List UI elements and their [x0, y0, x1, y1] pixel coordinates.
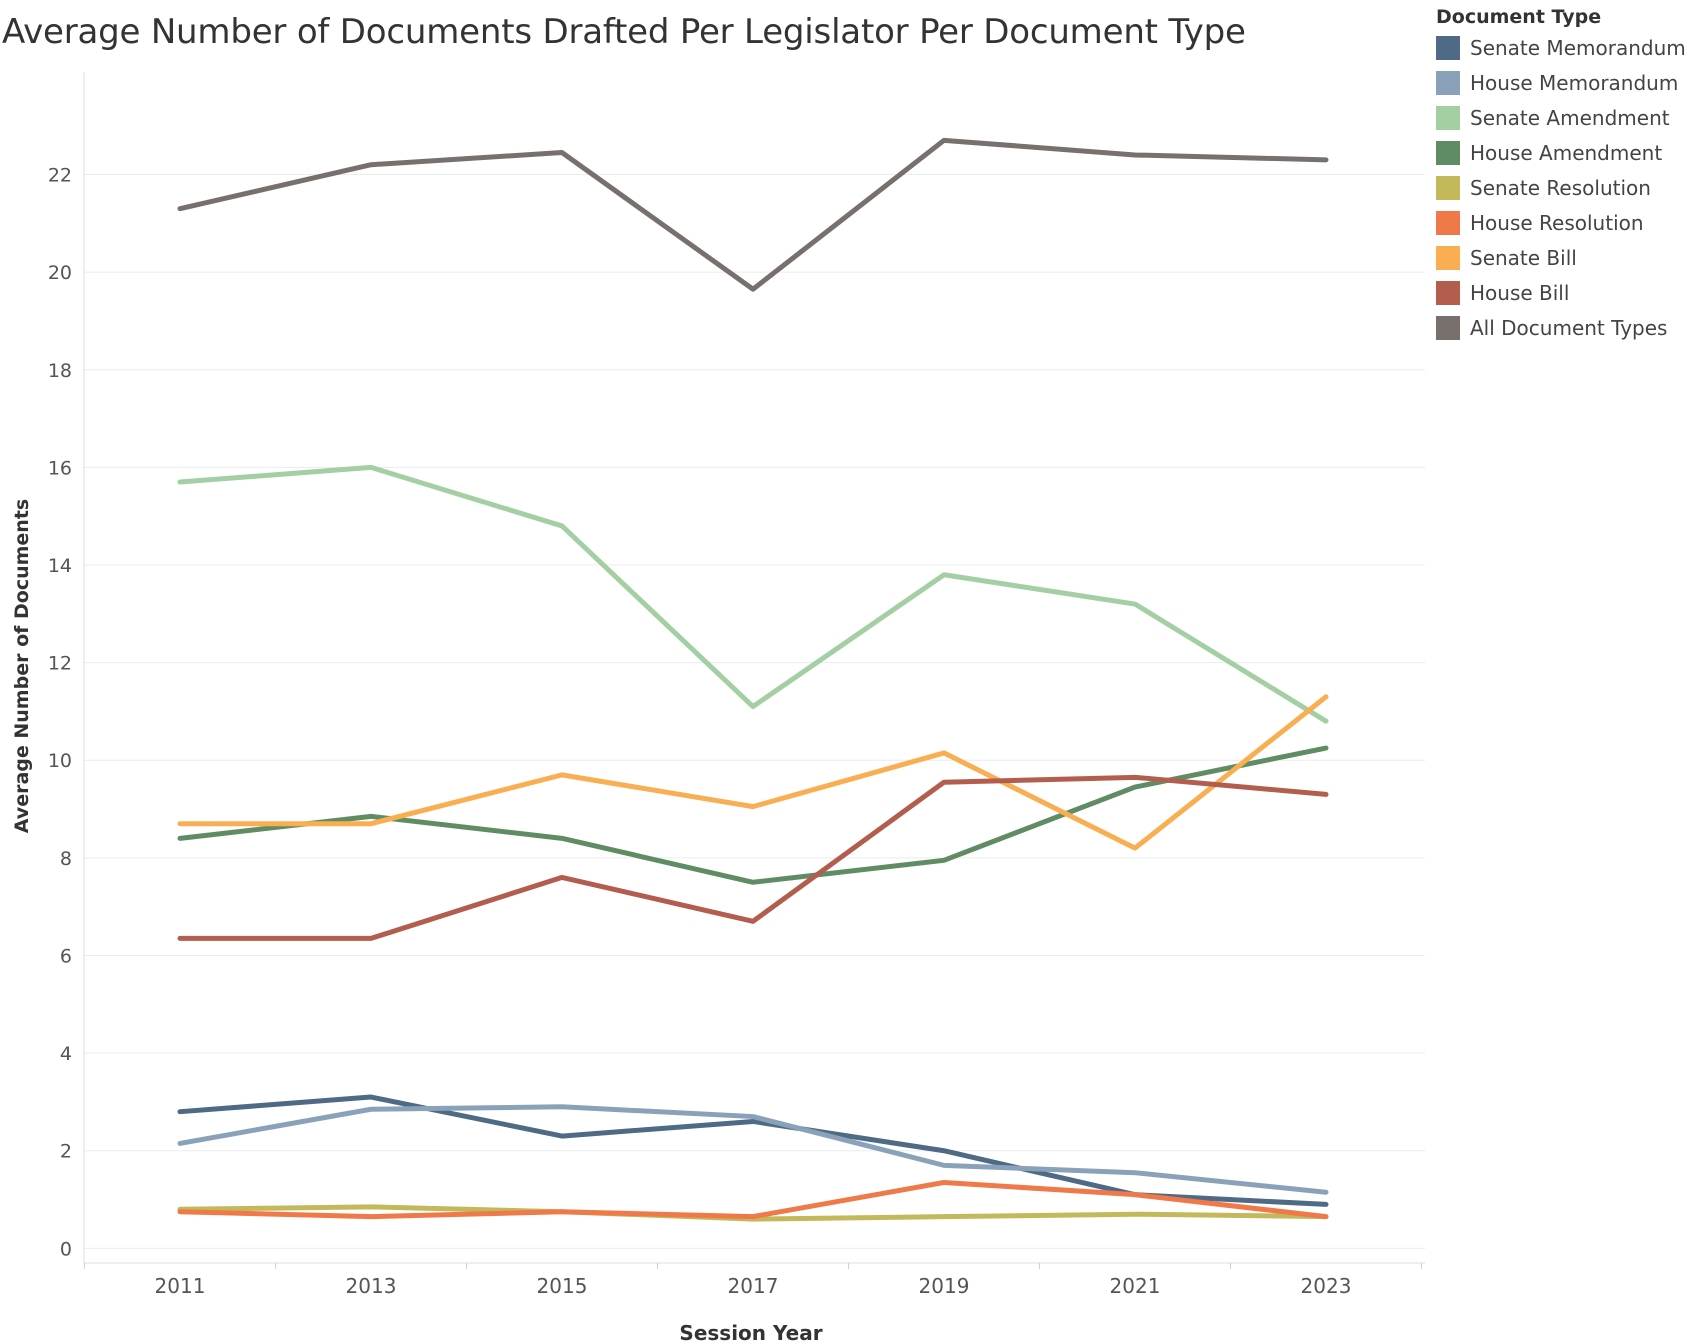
- legend-item-senate-memorandum[interactable]: Senate Memorandum: [1436, 30, 1694, 65]
- legend-swatch: [1436, 140, 1460, 165]
- legend-swatch: [1436, 105, 1460, 130]
- y-tick-label: 6: [60, 945, 72, 967]
- series-line-house-resolution: [177, 1179, 1329, 1220]
- legend-item-senate-amendment[interactable]: Senate Amendment: [1436, 100, 1694, 135]
- legend-item-house-memorandum[interactable]: House Memorandum: [1436, 65, 1694, 100]
- y-tick-label: 4: [60, 1043, 72, 1065]
- x-tick-label: 2019: [919, 1274, 970, 1298]
- legend-label: All Document Types: [1470, 315, 1668, 340]
- axes: 0 2 4 6 8 10 12 14 16 18 20 22 2011 2013 2015 2017 2019 2…: [48, 72, 1425, 1298]
- x-tick-label: 2013: [346, 1274, 397, 1298]
- legend-item-senate-resolution[interactable]: Senate Resolution: [1436, 170, 1694, 205]
- series-line-senate-bill: [177, 694, 1329, 851]
- y-tick-label: 22: [48, 165, 72, 187]
- legend-label: Senate Memorandum: [1470, 35, 1686, 60]
- x-tick-label: 2011: [155, 1274, 206, 1298]
- legend-label: Senate Bill: [1470, 245, 1577, 270]
- y-tick-label: 0: [60, 1238, 72, 1260]
- series-line-house-memorandum: [177, 1104, 1329, 1195]
- y-tick-label: 18: [48, 360, 72, 382]
- legend-label: House Memorandum: [1470, 70, 1679, 95]
- legend-item-all-document-types[interactable]: All Document Types: [1436, 310, 1694, 345]
- series-line-house-bill: [177, 774, 1329, 941]
- legend-item-house-resolution[interactable]: House Resolution: [1436, 205, 1694, 240]
- x-tick-label: 2023: [1301, 1274, 1352, 1298]
- legend-items: Senate Memorandum House Memorandum Senate …: [1436, 30, 1694, 345]
- legend-item-house-bill[interactable]: House Bill: [1436, 275, 1694, 310]
- x-axis-label: Session Year: [679, 1321, 822, 1342]
- y-tick-label: 12: [48, 653, 72, 675]
- legend-swatch: [1436, 245, 1460, 270]
- y-axis-label: Average Number of Documents: [11, 499, 33, 833]
- legend-swatch: [1436, 175, 1460, 200]
- y-tick-label: 8: [60, 848, 72, 870]
- legend-label: House Bill: [1470, 280, 1570, 305]
- series-lines: [177, 137, 1329, 1222]
- legend: Document Type Senate Memorandum House Mem…: [1436, 4, 1694, 345]
- series-line-house-amendment: [177, 745, 1329, 885]
- legend-swatch: [1436, 315, 1460, 340]
- legend-item-house-amendment[interactable]: House Amendment: [1436, 135, 1694, 170]
- legend-label: House Amendment: [1470, 140, 1663, 165]
- y-tick-label: 10: [48, 750, 72, 772]
- y-tick-label: 20: [48, 262, 72, 284]
- legend-swatch: [1436, 280, 1460, 305]
- legend-swatch: [1436, 35, 1460, 60]
- series-line-all-document-types: [177, 137, 1329, 292]
- y-tick-label: 14: [48, 555, 72, 577]
- legend-swatch: [1436, 210, 1460, 235]
- x-tick-label: 2015: [537, 1274, 588, 1298]
- chart-title: Average Number of Documents Drafted Per …: [2, 12, 1246, 52]
- y-tick-label: 16: [48, 457, 72, 479]
- legend-item-senate-bill[interactable]: Senate Bill: [1436, 240, 1694, 275]
- y-tick-label: 2: [60, 1141, 72, 1163]
- series-line-senate-amendment: [177, 464, 1329, 724]
- x-tick-label: 2021: [1110, 1274, 1161, 1298]
- legend-label: House Resolution: [1470, 210, 1644, 235]
- grid-lines: [84, 174, 1425, 1249]
- x-tick-label: 2017: [728, 1274, 779, 1298]
- legend-label: Senate Resolution: [1470, 175, 1651, 200]
- legend-swatch: [1436, 70, 1460, 95]
- legend-label: Senate Amendment: [1470, 105, 1670, 130]
- legend-title: Document Type: [1436, 6, 1602, 28]
